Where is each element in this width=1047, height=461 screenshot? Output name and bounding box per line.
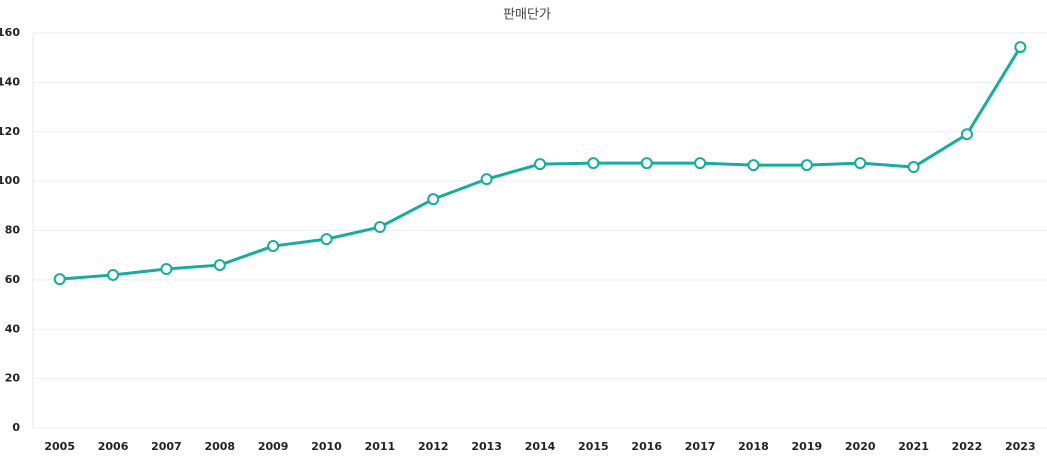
point <box>320 233 333 246</box>
y-tick-label: 40 <box>5 322 21 335</box>
y-tick-label: 80 <box>5 224 21 237</box>
point <box>587 157 600 170</box>
point <box>694 157 707 170</box>
x-tick-label: 2020 <box>845 440 876 453</box>
point <box>107 268 120 281</box>
point <box>373 221 386 234</box>
x-tick-label: 2005 <box>44 440 75 453</box>
point <box>534 158 546 171</box>
point <box>53 273 66 286</box>
x-tick-label: 2007 <box>151 440 182 453</box>
point <box>854 157 867 170</box>
x-tick-label: 2008 <box>204 440 235 453</box>
point <box>213 259 226 272</box>
x-tick-label: 2009 <box>258 440 289 453</box>
y-tick-label: 20 <box>5 372 21 385</box>
point <box>480 173 493 186</box>
point <box>800 159 813 172</box>
point <box>1014 41 1027 54</box>
x-tick-label: 2011 <box>365 440 396 453</box>
x-tick-label: 2010 <box>311 440 342 453</box>
y-tick-label: 100 <box>0 174 20 187</box>
y-tick-label: 120 <box>0 125 20 138</box>
x-tick-label: 2017 <box>685 440 716 453</box>
point <box>160 263 173 276</box>
x-tick-label: 2016 <box>631 440 662 453</box>
y-tick-label: 0 <box>12 421 20 434</box>
x-tick-label: 2018 <box>738 440 769 453</box>
y-tick-label: 160 <box>0 26 20 39</box>
point <box>427 193 440 206</box>
x-tick-label: 2021 <box>898 440 929 453</box>
point <box>960 128 973 141</box>
x-tick-label: 2023 <box>1005 440 1036 453</box>
point <box>640 157 653 170</box>
point <box>267 240 280 253</box>
y-tick-label: 140 <box>0 75 20 88</box>
x-tick-label: 2022 <box>952 440 983 453</box>
chart-title: 판매단가 <box>503 8 551 23</box>
x-tick-label: 2014 <box>525 440 556 453</box>
point <box>907 161 920 174</box>
x-tick-label: 2019 <box>792 440 823 453</box>
x-tick-label: 2012 <box>418 440 449 453</box>
point <box>747 159 760 172</box>
y-tick-label: 60 <box>5 273 21 286</box>
x-tick-label: 2015 <box>578 440 609 453</box>
x-tick-label: 2013 <box>471 440 502 453</box>
x-tick-label: 2006 <box>98 440 129 453</box>
